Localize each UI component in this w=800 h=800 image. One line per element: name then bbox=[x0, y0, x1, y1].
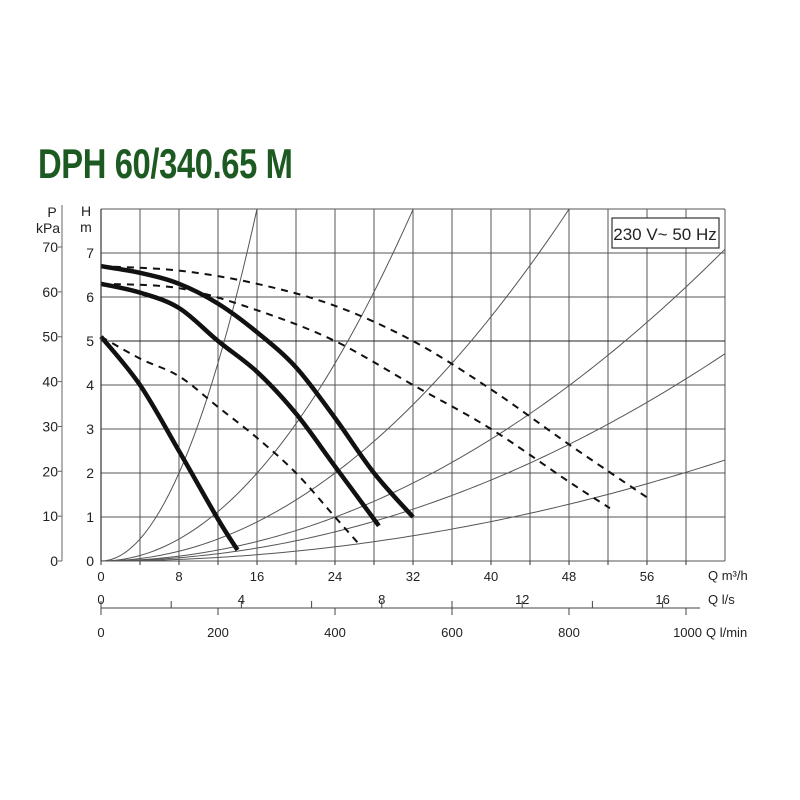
x3-tick-label: 600 bbox=[441, 625, 463, 640]
x-tick-label: 32 bbox=[406, 569, 420, 584]
pump-curve-dashed bbox=[100, 282, 611, 510]
x-tick-label: 24 bbox=[328, 569, 342, 584]
x-label: Q m³/h bbox=[708, 568, 748, 583]
x2-tick-label: 0 bbox=[97, 592, 104, 607]
x2-tick-label: 12 bbox=[515, 592, 529, 607]
pump-curve-max bbox=[99, 335, 240, 552]
y-tick-label: 3 bbox=[86, 421, 94, 437]
pump-curves bbox=[99, 263, 651, 552]
y2-label-top: P bbox=[47, 204, 56, 220]
y2-tick-label: 70 bbox=[42, 239, 58, 255]
x-tick-label: 48 bbox=[562, 569, 576, 584]
voltage-annotation: 230 V~ 50 Hz bbox=[611, 217, 720, 249]
x3-tick-label: 1000 bbox=[673, 625, 702, 640]
pump-curve-dashed bbox=[100, 265, 651, 501]
x2-tick-label: 8 bbox=[378, 592, 385, 607]
y2-tick-label: 60 bbox=[42, 284, 58, 300]
y2-tick-label: 50 bbox=[42, 329, 58, 345]
y-tick-label: 0 bbox=[86, 553, 94, 569]
x-tick-label: 16 bbox=[250, 569, 264, 584]
system-curve bbox=[100, 353, 726, 562]
chart-title: DPH 60/340.65 M bbox=[38, 140, 293, 187]
y-tick-label: 5 bbox=[86, 333, 94, 349]
system-curve bbox=[100, 208, 414, 562]
y2-tick-label: 0 bbox=[50, 553, 58, 569]
system-curve bbox=[100, 248, 726, 562]
x3-tick-label: 0 bbox=[97, 625, 104, 640]
pump-curve-dashed bbox=[100, 335, 360, 545]
y-tick-label: 2 bbox=[86, 465, 94, 481]
y2-tick-label: 30 bbox=[42, 418, 58, 434]
x2-tick-label: 4 bbox=[238, 592, 245, 607]
x-tick-label: 0 bbox=[97, 569, 104, 584]
y2-label-unit: kPa bbox=[36, 220, 60, 236]
pump-curve-max bbox=[100, 281, 381, 528]
y2-tick-label: 40 bbox=[42, 374, 58, 390]
x3-tick-label: 400 bbox=[324, 625, 346, 640]
x-tick-label: 56 bbox=[640, 569, 654, 584]
y-tick-label: 6 bbox=[86, 289, 94, 305]
system-curve bbox=[100, 459, 726, 562]
x2-label: Q l/s bbox=[708, 592, 735, 607]
system-curves bbox=[100, 208, 726, 562]
x-tick-label: 8 bbox=[175, 569, 182, 584]
y-tick-label: 7 bbox=[86, 245, 94, 261]
y-label-unit: m bbox=[80, 219, 92, 235]
voltage-label: 230 V~ 50 Hz bbox=[613, 225, 717, 244]
y-tick-label: 1 bbox=[86, 509, 94, 525]
y2-tick-label: 20 bbox=[42, 463, 58, 479]
x-tick-label: 40 bbox=[484, 569, 498, 584]
y2-tick-label: 10 bbox=[42, 508, 58, 524]
x2-tick-label: 16 bbox=[655, 592, 669, 607]
x3-label: Q l/min bbox=[706, 625, 747, 640]
pump-curve-max bbox=[100, 263, 415, 519]
x3-tick-label: 200 bbox=[207, 625, 229, 640]
x3-tick-label: 800 bbox=[558, 625, 580, 640]
y-tick-label: 4 bbox=[86, 377, 94, 393]
system-curve bbox=[100, 208, 258, 562]
y-label-top: H bbox=[81, 203, 91, 219]
grid bbox=[100, 208, 726, 562]
